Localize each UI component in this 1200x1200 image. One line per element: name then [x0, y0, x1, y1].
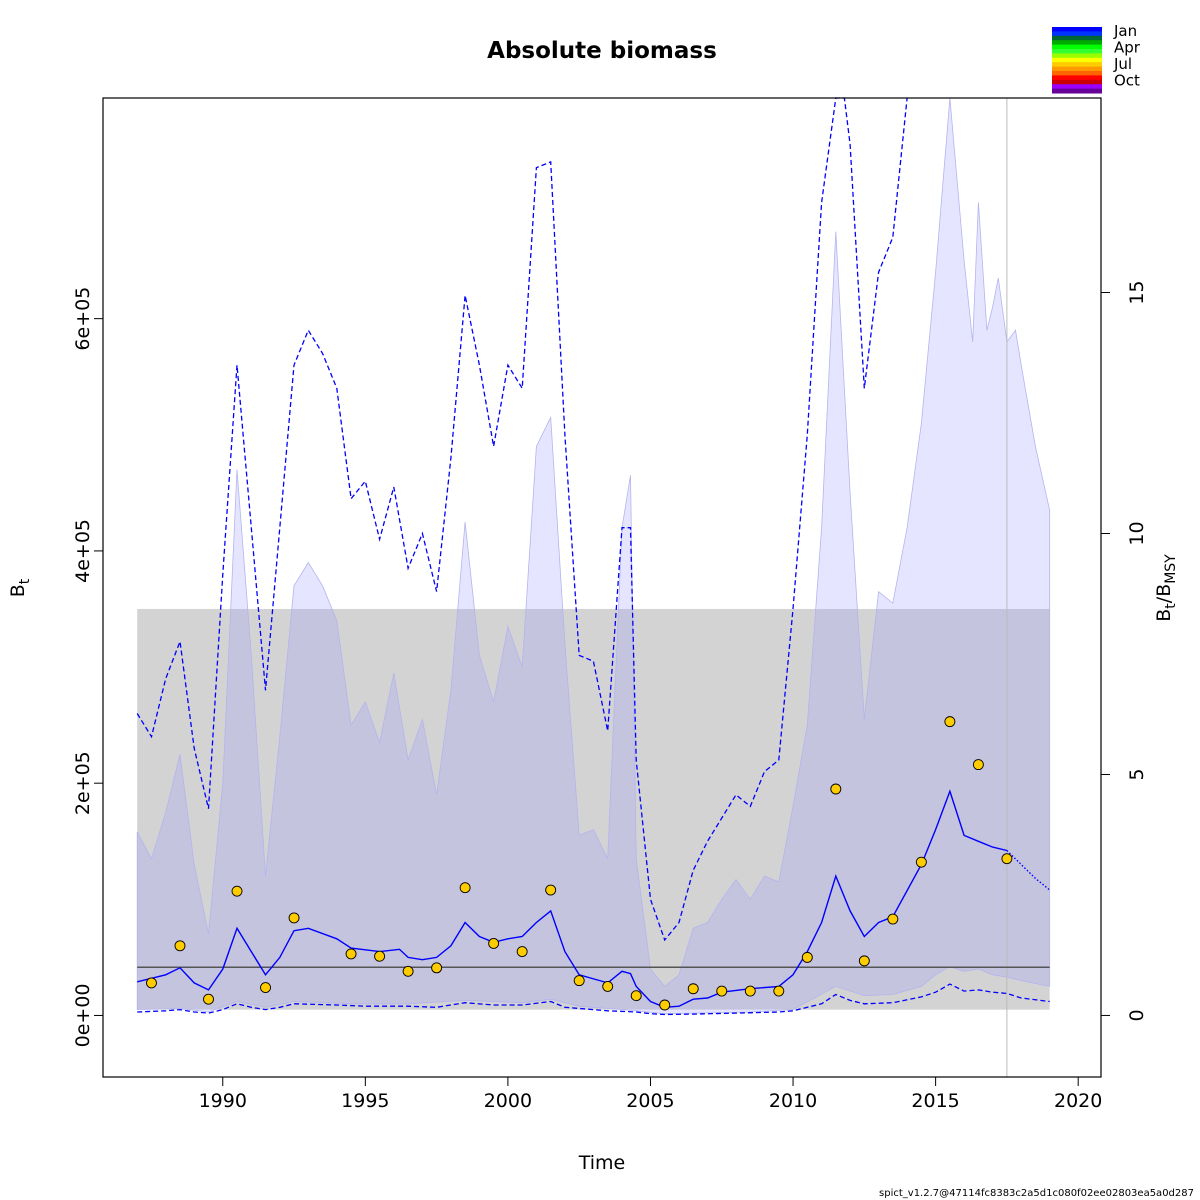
y-axis-label-main: B [7, 584, 29, 597]
legend-swatch [1052, 53, 1102, 59]
x-tick-label: 2010 [769, 1090, 817, 1112]
y-right-label-main: B [1153, 609, 1175, 622]
x-tick-label: 2020 [1054, 1090, 1102, 1112]
bmsy-ci-band [137, 608, 1050, 1010]
observation-point [402, 965, 414, 977]
x-tick-label: 2000 [484, 1090, 532, 1112]
observation-point [260, 982, 271, 994]
biomass-ci-band [136, 97, 1051, 1015]
y-tick-label: 2e+05 [72, 751, 94, 815]
legend-swatch [1052, 27, 1102, 32]
observation-point [345, 948, 357, 960]
y-right-label-mid: /B [1153, 584, 1175, 603]
legend-swatch [1052, 31, 1102, 37]
legend-label: Jul [1113, 55, 1132, 73]
observation-point [630, 990, 642, 1002]
observation-point [602, 980, 614, 992]
observation-point [744, 985, 756, 997]
axes: 1990 1995 2000 2005 2010 2015 2020 0e+00 2e+05 4e… [72, 280, 1148, 1112]
observation-point [488, 937, 500, 949]
y-right-tick-label: 15 [1126, 280, 1148, 304]
version-footer: spict_v1.2.7@47114fc8383c2a5d1c080f02ee0… [879, 1188, 1194, 1199]
legend-swatch [1052, 62, 1102, 68]
legend-label: Apr [1114, 39, 1141, 57]
confidence-bands [136, 97, 1051, 1077]
observation-points [146, 716, 1013, 1011]
y-right-tick-label: 5 [1126, 768, 1148, 780]
legend-swatch [1052, 88, 1102, 94]
lower-ci-line [137, 983, 1050, 1016]
upper-ci-line [136, 97, 908, 942]
legend-swatch [1052, 57, 1102, 63]
x-tick-label: 2005 [626, 1090, 674, 1112]
y-right-label-sub2: MSY [1163, 554, 1179, 584]
observation-point [573, 975, 585, 987]
y-tick-label: 4e+05 [72, 519, 94, 583]
legend-label: Jan [1113, 22, 1137, 40]
observation-point [174, 940, 186, 952]
biomass-forecast-line [1006, 849, 1051, 891]
observation-point [459, 882, 471, 894]
legend-swatch [1052, 71, 1102, 76]
y-right-tick-label: 0 [1126, 1009, 1148, 1021]
observation-point [830, 783, 842, 795]
legend-swatch [1052, 44, 1102, 50]
y-right-label-sub1: t [1163, 603, 1179, 609]
observation-point [1001, 853, 1013, 865]
legend-swatch [1052, 79, 1102, 85]
observation-point [431, 962, 443, 974]
legend-swatch [1052, 84, 1102, 90]
legend-swatch [1052, 40, 1102, 46]
observation-point [972, 759, 984, 771]
observation-point [687, 983, 699, 995]
observation-point [288, 912, 300, 924]
y-tick-label: 0e+00 [72, 984, 94, 1048]
observation-point [716, 985, 728, 997]
observation-point [944, 716, 956, 728]
y-right-tick-label: 10 [1126, 521, 1148, 545]
y-axis-label-sub: t [17, 578, 33, 584]
legend-swatch [1052, 75, 1102, 81]
observation-point [146, 977, 157, 989]
observation-point [915, 856, 927, 868]
observation-point [801, 951, 813, 963]
legend-swatch [1052, 66, 1102, 72]
observation-point [773, 985, 785, 997]
chart-title: Absolute biomass [487, 38, 717, 64]
observation-point [203, 993, 214, 1005]
observation-point [516, 946, 528, 958]
x-tick-label: 1995 [341, 1090, 389, 1112]
legend-swatch [1052, 35, 1102, 41]
series-lines [136, 97, 1051, 1016]
legend-swatch [1052, 49, 1102, 54]
observation-point [858, 955, 870, 967]
x-tick-label: 1990 [199, 1090, 247, 1112]
biomass-estimate-line [137, 789, 1008, 1009]
observation-point [545, 884, 557, 896]
y-tick-label: 6e+05 [72, 287, 94, 351]
observation-point [887, 913, 899, 925]
observation-point [374, 950, 386, 962]
x-tick-label: 2015 [911, 1090, 959, 1112]
observation-point [231, 885, 243, 897]
legend-label: Oct [1114, 72, 1140, 90]
x-axis-label: Time [578, 1152, 626, 1174]
observation-point [659, 999, 671, 1011]
y-axis-right-label: Bt/BMSY [1153, 554, 1179, 622]
y-axis-label: Bt [7, 578, 33, 597]
